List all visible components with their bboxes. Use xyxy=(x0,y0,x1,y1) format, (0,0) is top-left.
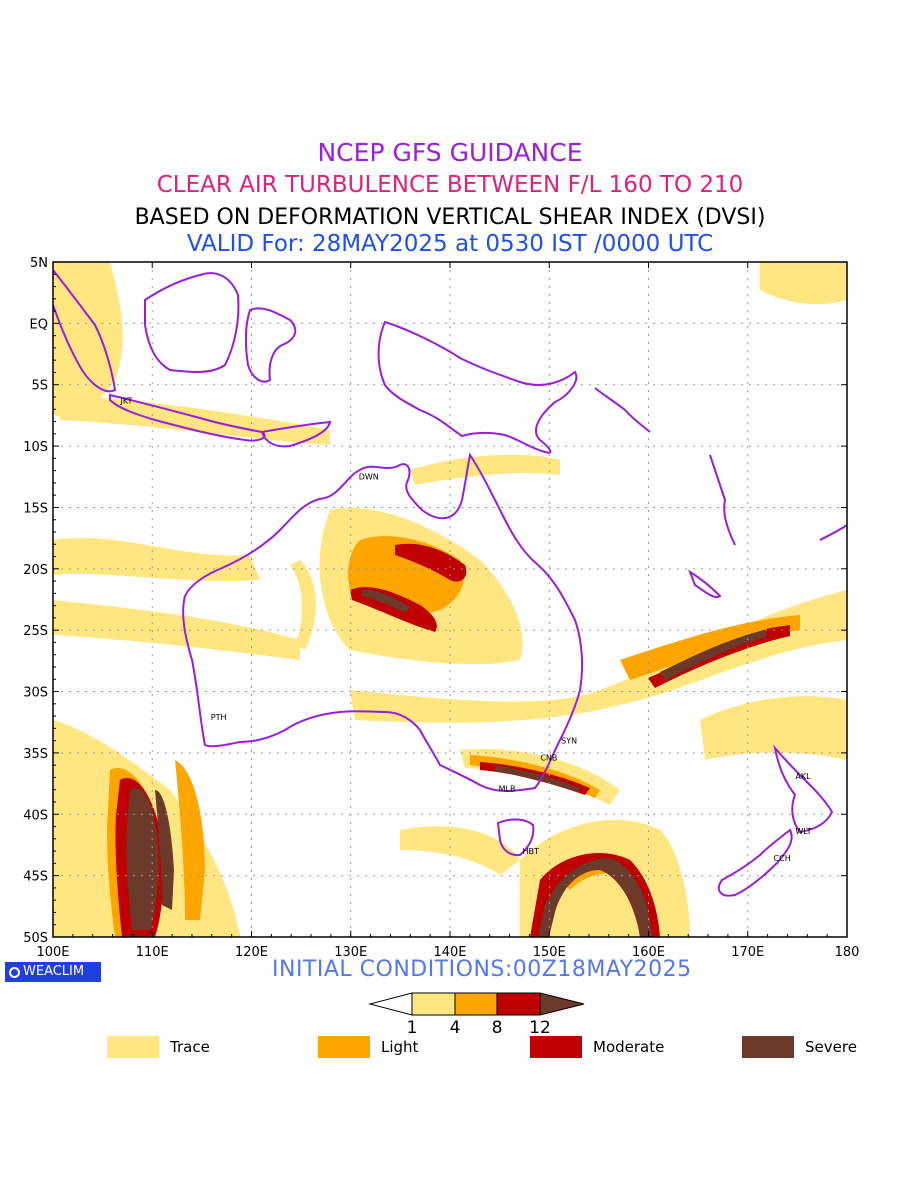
australia-coastline xyxy=(182,452,584,792)
legend-label: Severe xyxy=(805,1038,857,1056)
city-label: MLB xyxy=(499,784,516,793)
chart-subtitle-turbulence: CLEAR AIR TURBULENCE BETWEEN F/L 160 TO … xyxy=(156,172,744,198)
legend-swatch xyxy=(742,1036,794,1058)
city-labels: JKT DWN PTH SYN CNB MLB HBT AKL WLT CCH xyxy=(119,396,811,863)
lat-label: 50S xyxy=(23,931,48,946)
lat-label: EQ xyxy=(30,317,48,332)
new-guinea-coastline xyxy=(377,320,578,454)
city-label: JKT xyxy=(119,396,132,405)
city-label: AKL xyxy=(795,772,811,781)
axis-tick-marks xyxy=(52,261,848,938)
colorbar-segment xyxy=(496,992,541,1016)
colorbar-tick-label: 8 xyxy=(492,1018,503,1038)
lon-label: 100E xyxy=(36,945,69,960)
new-zealand-south xyxy=(717,828,793,897)
city-label: SYN xyxy=(561,736,577,745)
coastlines xyxy=(53,269,847,897)
legend-swatch xyxy=(318,1036,370,1058)
city-label: WLT xyxy=(795,827,811,836)
lon-label: 130E xyxy=(334,945,367,960)
chart-subtitle-index: BASED ON DEFORMATION VERTICAL SHEAR INDE… xyxy=(134,205,766,230)
legend-label: Moderate xyxy=(593,1038,665,1056)
lon-label: 110E xyxy=(136,945,169,960)
lat-label: 5S xyxy=(31,379,48,394)
lon-label: 170E xyxy=(731,945,764,960)
latitude-labels: 5N EQ 5S 10S 15S 20S 25S 30S 35S 40S 45S 50S xyxy=(23,256,48,946)
legend-label: Trace xyxy=(170,1038,210,1056)
valid-time: VALID For: 28MAY2025 at 0530 IST /0000 U… xyxy=(186,231,714,257)
city-label: CCH xyxy=(774,854,791,863)
logo-ring-icon xyxy=(9,967,20,978)
lat-label: 30S xyxy=(23,686,48,701)
tasmania-coastline xyxy=(496,818,535,857)
lon-label: 160E xyxy=(632,945,665,960)
lat-label: 45S xyxy=(23,870,48,885)
lon-label: 150E xyxy=(533,945,566,960)
vanuatu-coastline xyxy=(709,454,736,546)
legend-swatch xyxy=(530,1036,582,1058)
new-caledonia-coastline xyxy=(688,569,722,598)
borneo-coastline xyxy=(144,272,240,373)
lon-label: 120E xyxy=(235,945,268,960)
legend-label: Light xyxy=(381,1038,419,1056)
colorbar: 1 4 8 12 xyxy=(368,992,585,1038)
lon-label: 180 xyxy=(835,945,860,960)
lat-lon-grid xyxy=(53,262,847,937)
timor-coastline xyxy=(260,420,332,448)
colorbar-low-triangle xyxy=(368,992,413,1016)
city-label: HBT xyxy=(522,847,539,856)
lat-label: 40S xyxy=(23,808,48,823)
colorbar-segment xyxy=(454,992,499,1016)
chart-title: NCEP GFS GUIDANCE xyxy=(317,138,583,167)
lat-label: 20S xyxy=(23,563,48,578)
lat-label: 25S xyxy=(23,624,48,639)
legend-swatch xyxy=(107,1036,159,1058)
colorbar-segment xyxy=(411,992,456,1016)
colorbar-tick-label: 4 xyxy=(450,1018,461,1038)
city-label: DWN xyxy=(359,473,379,482)
logo-text: WEACLIM xyxy=(23,964,85,979)
fiji-coastline xyxy=(819,524,847,541)
lon-label: 140E xyxy=(433,945,466,960)
colorbar-high-triangle xyxy=(539,992,585,1016)
colorbar-tick-label: 12 xyxy=(529,1018,551,1038)
colorbar-tick-label: 1 xyxy=(407,1018,418,1038)
initial-conditions: INITIAL CONDITIONS:00Z18MAY2025 xyxy=(272,957,692,982)
lat-label: 15S xyxy=(23,501,48,516)
java-coastline xyxy=(109,393,266,442)
lat-label: 10S xyxy=(23,440,48,455)
lat-label: 35S xyxy=(23,747,48,762)
sulawesi-coastline xyxy=(244,307,297,383)
new-zealand-north xyxy=(773,744,834,834)
city-label: CNB xyxy=(540,754,557,763)
longitude-labels: 100E 110E 120E 130E 140E 150E 160E 170E 180 xyxy=(36,945,859,960)
city-label: PTH xyxy=(211,713,227,722)
lat-label: 5N xyxy=(30,256,48,271)
turbulence-field xyxy=(53,262,847,937)
sumatra-coastline xyxy=(53,269,117,393)
weaclim-logo: WEACLIM xyxy=(5,962,101,982)
solomon-islands-coastline xyxy=(594,387,651,433)
